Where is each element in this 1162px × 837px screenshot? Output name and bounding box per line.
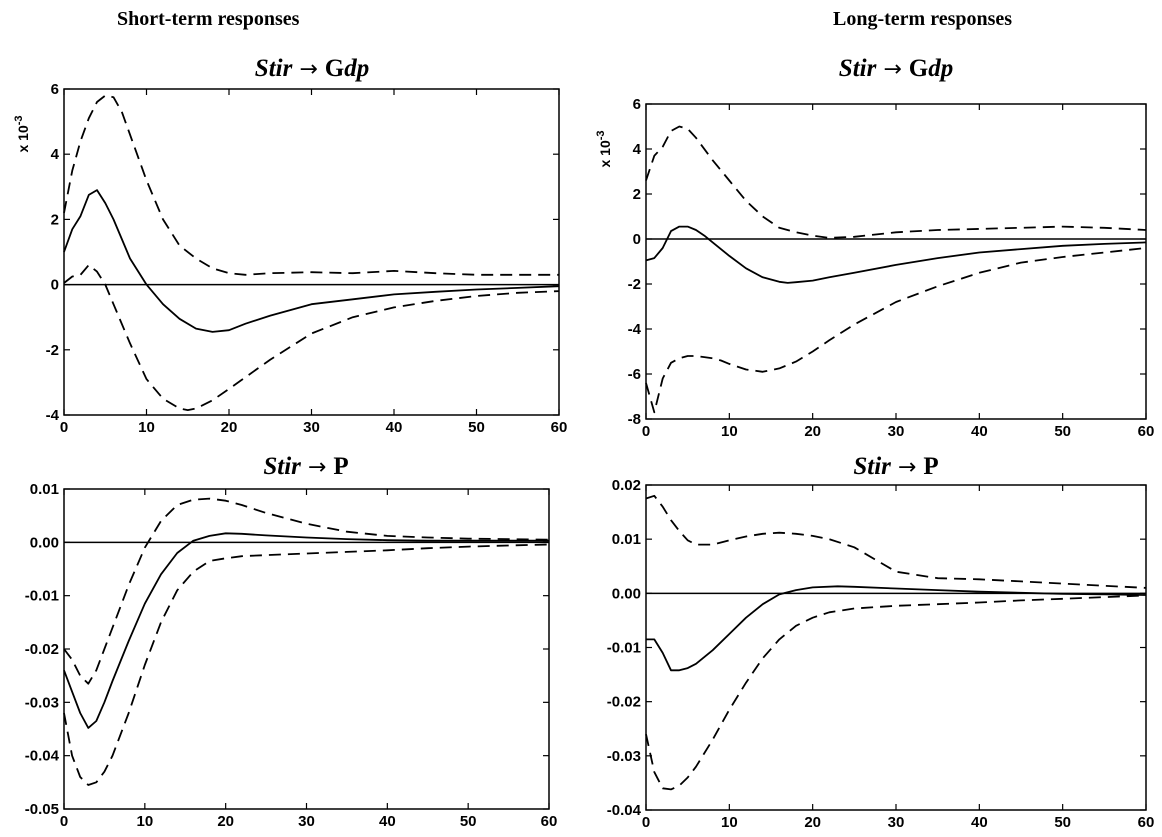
x-tick-label: 0 [642, 814, 650, 831]
column-heading-short-term: Short-term responses [117, 8, 300, 30]
x-tick-label: 40 [971, 814, 988, 831]
x-tick-label: 0 [642, 423, 650, 440]
x-tick-label: 20 [804, 814, 821, 831]
panel-title: Stir → P [853, 453, 938, 480]
y-tick-label: -0.02 [25, 641, 59, 658]
panel-title: Stir → Gdp [839, 55, 953, 82]
y-tick-label: 0.00 [30, 534, 59, 551]
y-tick-label: -0.05 [25, 801, 59, 818]
y-tick-label: -6 [628, 366, 641, 383]
y-tick-label: 0.00 [612, 585, 641, 602]
x-tick-label: 60 [1138, 423, 1155, 440]
y-tick-label: -4 [46, 407, 60, 424]
y-tick-label: 4 [633, 141, 642, 158]
series-response [63, 189, 560, 333]
series-upper-band [645, 494, 1147, 589]
series-upper-band [63, 94, 559, 276]
x-tick-label: 10 [721, 814, 738, 831]
y-tick-label: -0.03 [25, 694, 59, 711]
x-tick-label: 40 [386, 419, 403, 436]
y-tick-label: -2 [628, 276, 641, 293]
y-tick-label: 0.02 [612, 477, 641, 494]
x-tick-label: 50 [1054, 423, 1071, 440]
x-tick-label: 60 [541, 813, 558, 830]
x-tick-label: 10 [721, 423, 738, 440]
x-tick-label: 30 [303, 419, 320, 436]
y-tick-label: -0.03 [607, 748, 641, 765]
chart-panel-2: Stir → Gdp 0 10 20 30 40 50 60 -8 -6 -4 -2 0 2 4 6 x 10-… [595, 55, 1154, 440]
series-lower-band [63, 543, 550, 786]
chart-panel-4: Stir → P 0 10 20 30 40 50 60 -0.04 -0.03 -0.02 -0.0… [607, 453, 1155, 831]
x-tick-label: 20 [221, 419, 238, 436]
x-tick-label: 60 [1138, 814, 1155, 831]
chart-panel-3: Stir → P 0 10 20 30 40 50 60 -0.05 -0.04 -0.03 -0.0… [25, 453, 558, 830]
y-tick-label: 0 [51, 277, 59, 294]
y-tick-label: 6 [633, 96, 641, 113]
plot-frame [645, 484, 1147, 811]
series-response [646, 585, 1147, 672]
x-tick-label: 40 [379, 813, 396, 830]
y-tick-label: -4 [628, 321, 642, 338]
y-tick-label: 6 [51, 81, 59, 98]
y-tick-label: -0.02 [607, 694, 641, 711]
x-tick-label: 30 [888, 423, 905, 440]
y-tick-label: -0.01 [25, 588, 59, 605]
series-lower-band [645, 247, 1147, 414]
x-tick-label: 0 [60, 419, 68, 436]
x-tick-label: 30 [298, 813, 315, 830]
y-tick-label: 0.01 [30, 481, 59, 498]
y-multiplier-label: x 10-3 [13, 115, 31, 152]
x-tick-label: 50 [1054, 814, 1071, 831]
y-tick-label: 4 [51, 146, 60, 163]
x-tick-label: 10 [136, 813, 153, 830]
series-upper-band [63, 497, 550, 685]
x-tick-label: 30 [888, 814, 905, 831]
series-lower-band [63, 264, 560, 411]
x-tick-label: 10 [138, 419, 155, 436]
y-tick-label: -0.04 [607, 802, 642, 819]
column-heading-long-term: Long-term responses [833, 8, 1013, 30]
panel-title: Stir → P [263, 453, 348, 480]
panel-title: Stir → Gdp [255, 55, 369, 82]
x-tick-label: 20 [804, 423, 821, 440]
series-response [645, 225, 1147, 284]
x-tick-label: 50 [460, 813, 477, 830]
y-tick-label: -8 [628, 411, 641, 428]
y-tick-label: 0 [633, 231, 641, 248]
y-tick-label: -0.01 [607, 640, 641, 657]
series-response [63, 532, 549, 729]
y-tick-label: 2 [51, 211, 59, 228]
x-tick-label: 20 [217, 813, 234, 830]
series-lower-band [645, 594, 1147, 791]
y-tick-label: 2 [633, 186, 641, 203]
x-tick-label: 40 [971, 423, 988, 440]
y-tick-label: -0.04 [25, 748, 60, 765]
plot-frame [645, 103, 1147, 420]
x-tick-label: 50 [468, 419, 485, 436]
y-tick-label: 0.01 [612, 531, 641, 548]
series-upper-band [645, 125, 1147, 239]
y-tick-label: -2 [46, 342, 59, 359]
y-multiplier-label: x 10-3 [595, 130, 613, 167]
plot-frame [63, 88, 560, 416]
x-tick-label: 60 [551, 419, 568, 436]
x-tick-label: 0 [60, 813, 68, 830]
chart-panel-1: Stir → Gdp 0 10 20 30 40 50 60 -4 -2 0 2 4 6 x 10-3 [13, 55, 567, 436]
